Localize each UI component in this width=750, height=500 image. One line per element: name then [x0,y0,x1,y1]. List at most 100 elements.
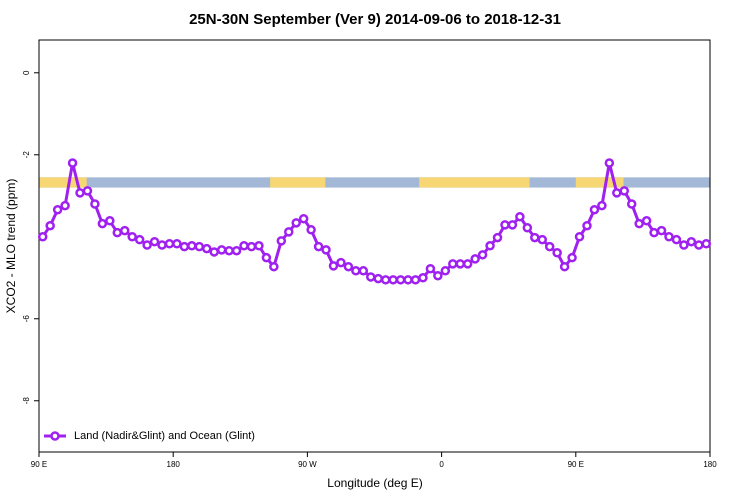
x-axis-label: Longitude (deg E) [327,476,422,490]
y-tick-label: 0 [22,70,31,75]
data-point [537,234,547,245]
data-point [425,264,436,274]
data-point [216,245,227,255]
data-point [567,252,577,263]
data-point [231,245,242,256]
data-point [686,236,697,247]
data-point [559,261,570,272]
data-point [462,259,473,269]
data-point [597,200,607,211]
data-point [269,261,279,272]
data-point [157,240,167,250]
plot-frame [38,39,711,453]
data-point [470,254,480,264]
data-point [67,158,78,168]
data-point [395,275,406,285]
data-point [254,241,264,251]
data-point [656,225,667,236]
y-tick-label: -2 [22,151,31,159]
data-point [343,261,354,272]
data-point [507,220,518,230]
ocean-band [39,177,710,188]
data-point [313,241,324,252]
data-point [142,240,152,250]
data-point [544,241,555,252]
data-point [202,243,212,254]
data-point [351,266,361,276]
data-point [589,204,600,215]
data-point [455,259,465,269]
data-point [410,275,421,285]
data-point [358,266,369,276]
data-point [328,261,339,271]
data-point [179,241,190,252]
data-point [448,259,458,269]
data-point [418,273,428,283]
y-axis-label: XCO2 - MLO trend (ppm) [4,179,18,314]
y-tick-label: -6 [22,315,31,323]
data-point [500,220,510,230]
data-point [641,216,652,226]
land-band [419,177,530,188]
x-tick-label: 0 [439,460,444,469]
data-point [582,220,592,231]
data-point [276,236,287,246]
land-band [575,177,624,188]
data-point [574,232,585,242]
data-point [515,211,525,222]
data-point [440,266,451,276]
data-point [187,241,197,251]
data-point [694,240,704,250]
data-point [164,238,175,249]
data-point [246,241,257,252]
data-point [209,247,219,257]
data-point [664,232,674,242]
data-point [388,275,398,285]
data-point [82,186,93,196]
data-point [336,257,346,268]
data-point [45,220,55,231]
data-point [194,241,205,252]
data-point [261,252,272,263]
data-point [634,218,644,229]
data-point [485,241,495,251]
data-point [37,232,48,242]
x-tick-label: 90 E [31,460,47,469]
data-point [649,227,659,238]
data-point [671,234,682,245]
data-point [239,241,249,251]
data-point [366,272,376,282]
data-point [522,223,533,233]
data-point [291,218,301,228]
x-tick-label: 180 [167,460,181,469]
data-point [224,245,234,256]
data-point [298,213,309,224]
data-point [701,238,712,249]
x-tick-label: 90 W [298,460,317,469]
data-point [52,204,63,215]
data-point [60,200,70,211]
data-point [172,238,182,249]
data-point [433,270,443,281]
data-point [90,199,100,209]
data-point [492,232,503,243]
land-band [39,177,87,188]
data-point [284,227,294,237]
data-point [119,225,130,236]
data-point [105,216,115,226]
x-tick-label: 90 E [568,460,584,469]
legend-label: Land (Nadir&Glint) and Ocean (Glint) [74,430,255,442]
data-point [134,234,145,245]
data-point [380,275,391,285]
data-point [306,225,316,235]
data-point [477,250,488,260]
data-point [626,199,637,209]
data-point [75,188,85,198]
data-point [403,275,413,285]
data-point [149,236,160,247]
data-point [127,232,137,242]
data-point [373,273,383,284]
data-point [321,245,331,255]
y-tick-label: -8 [22,397,31,405]
